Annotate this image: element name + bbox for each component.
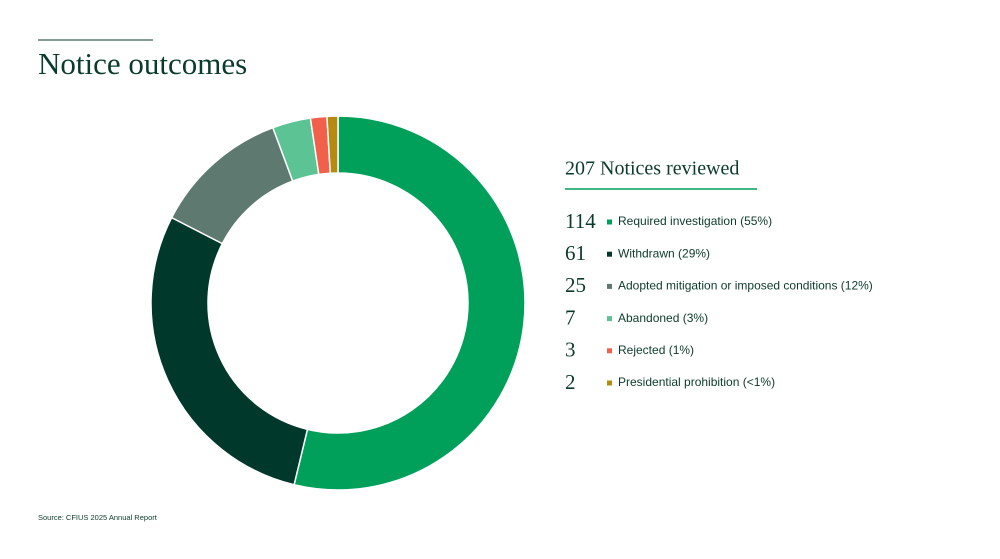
legend-label: Required investigation (55%) (618, 214, 772, 228)
legend-label: Presidential prohibition (<1%) (618, 375, 775, 389)
donut-slice (326, 115, 339, 175)
legend-value: 3 (565, 338, 576, 362)
donut-slice (150, 216, 309, 486)
chart-subtitle: 207 Notices reviewed (565, 158, 739, 180)
legend-label: Withdrawn (29%) (618, 246, 710, 260)
legend-swatch (607, 251, 612, 257)
legend-swatch (607, 283, 612, 289)
legend-label: Adopted mitigation or imposed conditions… (618, 279, 873, 293)
legend-value: 61 (565, 241, 586, 265)
legend-label: Abandoned (3%) (618, 311, 708, 325)
donut-slice (170, 126, 294, 245)
legend-value: 7 (565, 305, 576, 329)
legend-swatch (607, 380, 612, 386)
legend-swatch (607, 219, 612, 225)
legend-value: 25 (565, 273, 586, 297)
legend-label: Rejected (1%) (618, 343, 694, 357)
legend-swatch (607, 316, 612, 322)
donut-slice (293, 115, 526, 491)
source-note: Source: CFIUS 2025 Annual Report (38, 513, 158, 522)
legend-value: 114 (565, 209, 596, 233)
legend-value: 2 (565, 370, 576, 394)
legend-swatch (607, 348, 612, 354)
chart-title: Notice outcomes (38, 46, 247, 81)
